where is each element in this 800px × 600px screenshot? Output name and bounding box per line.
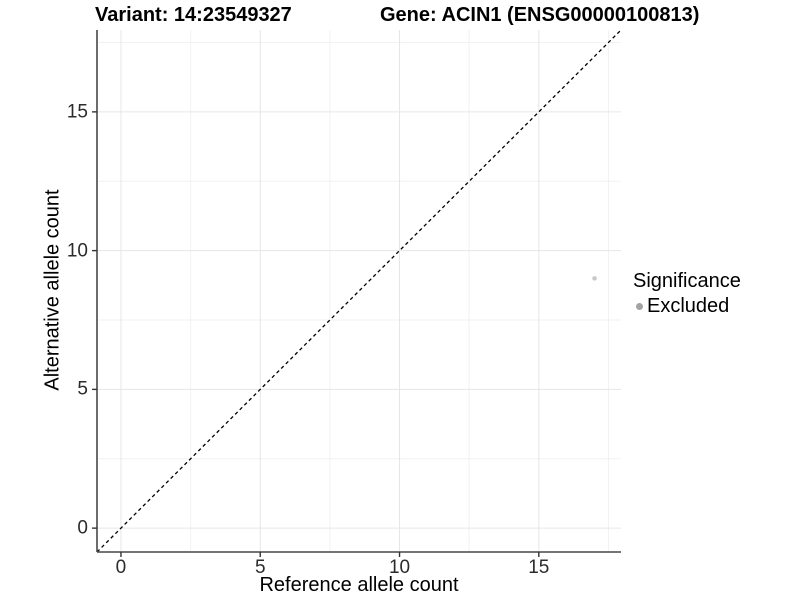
x-tick-label: 5 [254, 557, 266, 578]
legend: Significance Excluded [633, 270, 741, 318]
excluded-point-icon [635, 303, 643, 310]
variant-title: Variant: 14:23549327 [95, 4, 292, 26]
gene-title: Gene: ACIN1 (ENSG00000100813) [380, 4, 700, 26]
x-tick-label: 15 [528, 557, 550, 578]
x-axis-title: Reference allele count [259, 574, 459, 596]
legend-key [633, 301, 645, 313]
legend-entry-excluded: Excluded [633, 295, 741, 318]
y-tick-label: 0 [77, 517, 88, 539]
x-tick-label: 10 [388, 557, 411, 578]
legend-title: Significance [633, 270, 741, 292]
identity-dashed-line [96, 29, 622, 553]
y-tick-label: 5 [77, 378, 88, 400]
data-point [592, 276, 597, 281]
legend-entry-label: Excluded [647, 295, 730, 317]
y-axis-title: Alternative allele count [41, 189, 64, 391]
y-tick-label: 15 [66, 101, 88, 123]
x-tick-label: 0 [115, 557, 127, 578]
y-tick-label: 10 [66, 240, 88, 262]
